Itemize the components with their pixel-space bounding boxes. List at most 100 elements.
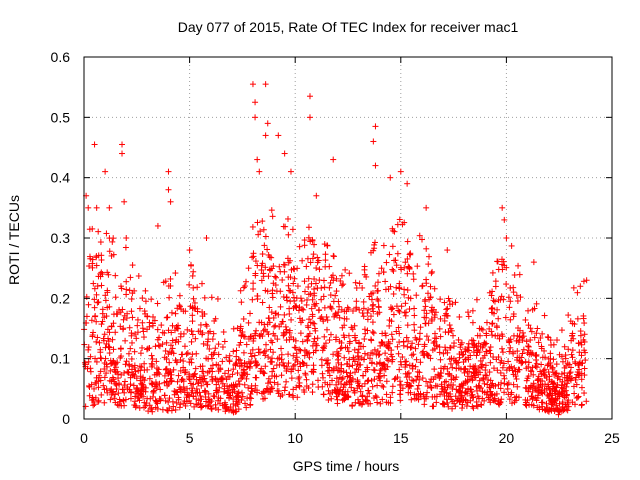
data-point [319,383,326,390]
data-point [195,397,202,404]
data-point [497,385,504,392]
data-point [250,280,257,287]
data-point [226,357,233,364]
data-point [252,358,259,365]
data-point [535,339,542,346]
data-point [154,300,161,307]
data-point [292,344,299,351]
data-point [265,315,272,322]
data-point [453,359,460,366]
data-point [364,316,371,323]
data-point [177,356,184,363]
data-point [192,365,199,372]
data-point [193,401,200,408]
data-point [261,242,268,249]
data-point [262,132,269,139]
data-point [243,404,250,411]
data-point [260,370,267,377]
data-point [208,294,215,301]
data-point [252,258,259,265]
data-point [95,398,102,405]
data-point [233,353,240,360]
data-point [394,343,401,350]
data-point [307,238,314,245]
data-point [520,346,527,353]
data-point [290,386,297,393]
data-point [468,386,475,393]
data-point [203,323,210,330]
x-tick-label: 10 [287,430,303,446]
data-point [138,380,145,387]
data-point [285,259,292,266]
data-point [561,374,568,381]
data-point [360,298,367,305]
data-point [295,367,302,374]
data-point [495,354,502,361]
data-point [262,264,269,271]
data-point [330,298,337,305]
data-point [134,329,141,336]
data-point [200,340,207,347]
data-point [525,359,532,366]
data-point [209,362,216,369]
data-point [280,332,287,339]
x-tick-label: 0 [80,430,88,446]
data-point [149,355,156,362]
data-point [254,296,261,303]
data-point [496,335,503,342]
data-point [376,370,383,377]
data-point [204,338,211,345]
data-point [91,304,98,311]
data-point [376,360,383,367]
data-point [189,331,196,338]
data-point [338,361,345,368]
data-point [288,316,295,323]
data-point [499,333,506,340]
data-point [404,370,411,377]
data-point [424,382,431,389]
data-point [98,321,105,328]
data-point [426,253,433,260]
data-point [127,381,134,388]
data-point [488,292,495,299]
data-point [385,338,392,345]
data-point [192,335,199,342]
data-point [519,337,526,344]
data-point [525,343,532,350]
data-point [457,344,464,351]
data-point [486,369,493,376]
data-point [388,318,395,325]
data-point [457,395,464,402]
data-point [470,349,477,356]
data-point [115,390,122,397]
data-point [425,290,432,297]
data-point [432,382,439,389]
data-point [437,356,444,363]
data-point [258,365,265,372]
data-point [112,294,119,301]
data-point [123,358,130,365]
data-point [286,310,293,317]
data-point [534,325,541,332]
data-point [221,385,228,392]
data-point [262,352,269,359]
data-point [355,396,362,403]
data-point [442,386,449,393]
data-point [288,375,295,382]
data-point [140,328,147,335]
data-point [576,349,583,356]
data-point [237,287,244,294]
data-point [488,305,495,312]
data-point [431,366,438,373]
data-point [236,342,243,349]
data-point [152,343,159,350]
data-point [129,290,136,297]
data-point [503,235,510,241]
data-point [276,361,283,368]
data-point [345,306,352,313]
data-point [298,305,305,312]
data-point [128,308,135,315]
data-point [333,364,340,371]
data-point [206,345,213,352]
